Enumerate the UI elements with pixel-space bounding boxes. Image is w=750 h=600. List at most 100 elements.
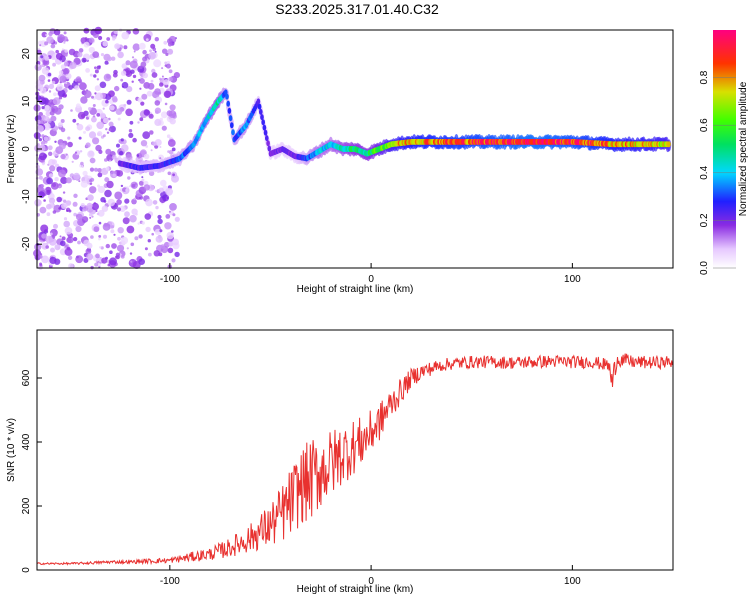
snr-x-ticks: -100 0 100: [160, 565, 581, 587]
spectrogram-signal-core: [230, 122, 234, 129]
spectrogram-noise-blob: [137, 256, 141, 260]
spectrogram-signal-core: [259, 108, 263, 115]
spectrogram-noise-blob: [96, 212, 100, 216]
spectrogram-noise-blob: [134, 236, 139, 241]
spectrogram-noise-blob: [37, 143, 40, 146]
spectrogram-noise-blob: [152, 200, 158, 205]
spectrogram-noise-blob: [137, 97, 143, 103]
spectrogram-noise-blob: [143, 109, 151, 116]
spectrogram-noise-blob: [154, 100, 161, 106]
snr-y-tick-label: 600: [21, 369, 32, 386]
spectrogram-noise-blob: [144, 247, 148, 251]
spectrogram-noise-blob: [58, 142, 66, 150]
spectrogram-noise-blob: [162, 48, 168, 54]
snr-x-label: Height of straight line (km): [297, 584, 414, 595]
spectrogram-noise-blob: [47, 72, 52, 77]
spectrogram-noise-blob: [114, 85, 120, 92]
spectrogram-noise-blob: [139, 117, 144, 122]
spectrogram-noise-blob: [40, 224, 49, 233]
spectrogram-noise-blob: [155, 205, 159, 210]
spectrogram-noise-blob: [62, 191, 66, 194]
spectrogram-noise-blob: [49, 232, 53, 236]
spectrogram-noise-blob: [76, 213, 83, 221]
spectrogram-noise-blob: [98, 221, 102, 225]
spectrogram-signal-core: [227, 107, 232, 114]
spectrogram-noise-blob: [168, 76, 173, 82]
spectrogram-noise-blob: [166, 231, 174, 240]
spectrogram-noise-blob: [112, 72, 118, 78]
spectrogram-noise-blob: [120, 236, 129, 245]
spectrogram-noise-blob: [165, 63, 171, 69]
spectrogram-noise-blob: [59, 75, 67, 83]
spectrogram-noise-blob: [124, 211, 130, 218]
spectrogram-noise-blob: [98, 235, 102, 238]
spectrogram-noise-blob: [76, 123, 84, 131]
snr-panel: -100 0 100 0 200 400 600 Height of straight l…: [6, 329, 674, 595]
spectrogram-noise-blob: [117, 236, 121, 241]
spectrogram-noise-blob: [62, 199, 67, 203]
spectrogram-noise-blob: [64, 49, 68, 53]
spectrogram-noise-blob: [60, 240, 66, 247]
spectrogram-noise-blob: [147, 82, 155, 90]
spectrogram-noise-blob: [167, 48, 174, 55]
spectrogram-noise-blob: [87, 115, 90, 118]
spectrogram-noise-blob: [126, 186, 129, 189]
spectrogram-noise-blob: [43, 199, 46, 202]
spectrogram-noise-blob: [44, 116, 50, 122]
spectrogram-noise-blob: [64, 53, 68, 57]
spectrogram-noise-blob: [78, 48, 84, 53]
spectrogram-noise-blob: [61, 236, 66, 241]
spectrogram-noise-blob: [83, 27, 90, 34]
snr-y-tick-label: 400: [21, 433, 32, 450]
spectrogram-noise-blob: [75, 76, 82, 82]
spectrogram-noise-blob: [51, 159, 57, 165]
spectrogram-noise-blob: [51, 80, 56, 85]
spectrogram-noise-blob: [121, 81, 129, 89]
spectrogram-y-tick-label: 20: [21, 48, 32, 60]
spectrogram-noise-blob: [61, 48, 64, 51]
spectrogram-noise-blob: [140, 140, 148, 147]
spectrogram-noise-blob: [149, 49, 152, 53]
snr-frame: [36, 329, 674, 571]
spectrogram-noise-blob: [89, 186, 97, 194]
spectrogram-noise-blob: [54, 107, 62, 115]
spectrogram-noise-blob: [128, 185, 131, 188]
spectrogram-noise-blob: [79, 82, 87, 91]
spectrogram-noise-blob: [91, 202, 100, 211]
spectrogram-noise-blob: [166, 134, 171, 138]
spectrogram-noise-blob: [138, 180, 144, 186]
spectrogram-noise-blob: [145, 145, 149, 148]
spectrogram-y-tick-label: 10: [21, 95, 32, 107]
spectrogram-noise-blob: [165, 187, 174, 196]
spectrogram-noise-blob: [150, 149, 153, 152]
spectrogram-y-tick-label: -10: [21, 189, 32, 204]
spectrogram-noise-blob: [94, 69, 99, 74]
spectrogram-noise-blob: [143, 34, 152, 42]
spectrogram-noise-blob: [55, 49, 59, 54]
spectrogram-noise-blob: [146, 90, 153, 97]
spectrogram-noise-blob: [75, 150, 81, 156]
spectrogram-noise-blob: [61, 203, 67, 209]
spectrogram-noise-blob: [151, 232, 154, 236]
spectrogram-noise-blob: [41, 233, 47, 239]
spectrogram-noise-blob: [108, 121, 114, 127]
spectrogram-noise-blob: [58, 183, 61, 186]
spectrogram-noise-blob: [80, 81, 83, 84]
spectrogram-noise-blob: [105, 166, 110, 171]
spectrogram-noise-blob: [73, 80, 76, 83]
spectrogram-noise-blob: [35, 164, 41, 169]
snr-line: [36, 353, 673, 566]
spectrogram-noise-blob: [42, 59, 50, 66]
spectrogram-noise-blob: [83, 130, 86, 134]
spectrogram-noise-blob: [98, 149, 103, 154]
spectrogram-noise-blob: [136, 154, 140, 157]
spectrogram-noise-blob: [59, 235, 62, 238]
spectrogram-noise-blob: [171, 174, 179, 183]
spectrogram-x-label: Height of straight line (km): [297, 284, 414, 295]
spectrogram-noise-blob: [64, 227, 73, 235]
spectrogram-noise-blob: [42, 162, 45, 166]
colorbar-tick-label: 0.2: [699, 213, 710, 227]
spectrogram-noise-blob: [118, 51, 124, 57]
spectrogram-noise-blob: [48, 90, 52, 93]
